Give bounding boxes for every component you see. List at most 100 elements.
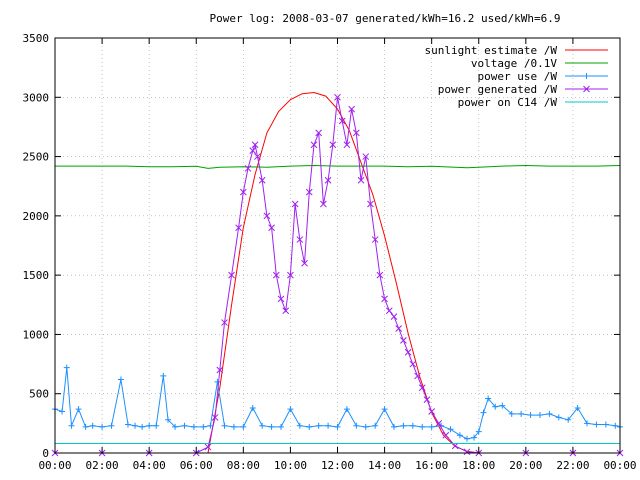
data-point [207, 422, 214, 429]
y-tick-label: 3500 [23, 32, 50, 45]
legend-label: power on C14 /W [458, 96, 558, 109]
data-point [272, 271, 280, 279]
data-point [204, 443, 212, 451]
x-tick-label: 00:00 [38, 459, 71, 472]
data-point [404, 348, 412, 356]
data-point [527, 412, 534, 419]
data-point [456, 432, 463, 439]
data-point [82, 423, 89, 430]
data-point [348, 105, 355, 113]
data-point [75, 406, 82, 413]
x-tick-label: 06:00 [180, 459, 213, 472]
data-point [546, 410, 553, 417]
x-tick-label: 22:00 [556, 459, 589, 472]
data-point [593, 421, 600, 428]
x-tick-label: 20:00 [509, 459, 542, 472]
data-point [518, 410, 525, 417]
data-point [68, 422, 75, 429]
data-point [475, 428, 482, 435]
data-point [492, 403, 499, 410]
data-point [480, 409, 487, 416]
data-point [165, 416, 171, 423]
data-point [338, 117, 346, 125]
data-point [306, 423, 313, 430]
y-tick-label: 0 [42, 447, 49, 460]
data-point [214, 378, 221, 385]
data-point [376, 271, 384, 279]
data-point [423, 396, 431, 403]
data-point [381, 295, 388, 303]
data-point [574, 404, 581, 411]
data-point [428, 423, 435, 430]
data-point [268, 224, 275, 232]
data-point [343, 406, 350, 413]
data-point [536, 412, 543, 419]
data-point [353, 422, 360, 429]
data-point [463, 448, 471, 456]
data-point [555, 414, 562, 421]
data-point [301, 259, 308, 267]
data-point [235, 224, 242, 232]
data-point [59, 408, 66, 415]
chart-title: Power log: 2008-03-07 generated/kWh=16.2… [210, 12, 561, 25]
data-point [395, 325, 403, 332]
y-tick-label: 1000 [23, 328, 50, 341]
data-point [244, 165, 252, 172]
y-tick-label: 2000 [23, 210, 50, 223]
series-line [55, 97, 620, 454]
data-point [334, 93, 341, 101]
data-point [211, 414, 219, 421]
data-point [400, 337, 407, 344]
data-point [296, 422, 303, 429]
x-tick-label: 08:00 [227, 459, 260, 472]
data-point [296, 236, 304, 243]
data-point [239, 188, 247, 196]
data-point [583, 85, 590, 93]
x-tick-label: 16:00 [415, 459, 448, 472]
data-point [139, 423, 146, 430]
data-point [99, 423, 106, 430]
data-point [334, 423, 341, 430]
data-point [428, 408, 436, 415]
data-point [435, 420, 443, 427]
data-point [391, 423, 397, 430]
data-point [291, 200, 299, 208]
data-point [447, 426, 454, 433]
legend-label: power use /W [478, 70, 558, 83]
data-point [216, 366, 224, 374]
data-point [414, 372, 421, 380]
data-point [565, 416, 572, 423]
data-point [324, 176, 332, 184]
data-point [263, 212, 271, 220]
series-3 [51, 93, 624, 457]
data-point [153, 422, 160, 429]
data-point [160, 372, 167, 379]
x-tick-label: 04:00 [133, 459, 166, 472]
series-line [55, 164, 621, 169]
data-point [200, 423, 207, 430]
x-tick-label: 14:00 [368, 459, 401, 472]
data-point [221, 422, 228, 429]
y-tick-label: 500 [29, 388, 49, 401]
data-point [190, 423, 197, 430]
data-point [320, 200, 327, 208]
data-point [325, 422, 332, 429]
data-point [419, 423, 426, 430]
data-point [240, 423, 247, 430]
data-point [400, 422, 407, 429]
data-point [362, 423, 369, 430]
data-point [485, 395, 492, 402]
data-point [305, 188, 313, 196]
data-point [249, 404, 256, 411]
data-point [230, 423, 237, 430]
series-line [207, 91, 479, 454]
data-point [287, 271, 294, 279]
data-point [499, 402, 506, 409]
data-point [584, 420, 591, 427]
x-tick-label: 18:00 [462, 459, 495, 472]
data-point [124, 421, 131, 428]
data-point [343, 141, 351, 149]
data-point [254, 153, 261, 160]
data-point [146, 422, 153, 429]
